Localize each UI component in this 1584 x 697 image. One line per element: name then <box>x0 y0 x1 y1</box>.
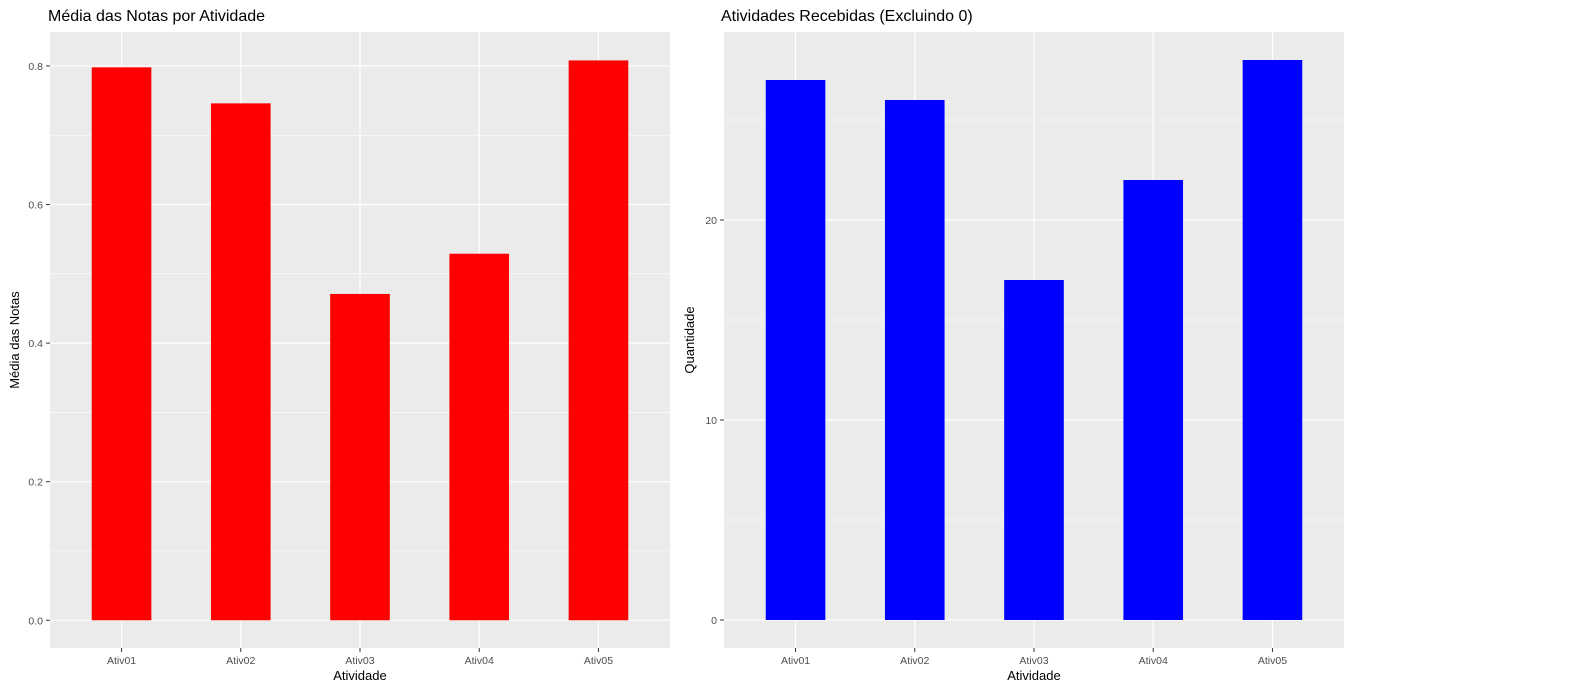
bars <box>91 60 629 621</box>
chart-title: Média das Notas por Atividade <box>48 8 265 25</box>
y-tick-label: 0.8 <box>28 61 43 73</box>
y-tick-label: 0.6 <box>28 200 43 212</box>
bar-ativ02 <box>210 103 271 621</box>
bar-ativ01 <box>765 80 826 620</box>
x-axis: Ativ01 Ativ02 Ativ03 Ativ04 Ativ05 <box>781 648 1287 667</box>
bar-ativ04 <box>449 253 510 621</box>
x-tick-label: Ativ02 <box>226 655 255 667</box>
bar-ativ03 <box>330 293 390 621</box>
y-tick-label: 10 <box>705 415 717 427</box>
x-axis-title: Atividade <box>333 668 386 683</box>
y-tick-label: 0 <box>711 615 717 627</box>
bar-ativ05 <box>568 60 629 621</box>
x-tick-label: Ativ04 <box>1139 655 1168 667</box>
y-axis-title: Quantidade <box>682 306 697 373</box>
x-tick-label: Ativ05 <box>584 655 613 667</box>
x-tick-label: Ativ03 <box>1019 655 1048 667</box>
x-tick-label: Ativ01 <box>781 655 810 667</box>
y-axis-title: Média das Notas <box>7 291 22 389</box>
chart-title: Atividades Recebidas (Excluindo 0) <box>721 8 973 25</box>
bar-ativ02 <box>884 100 945 620</box>
y-tick-label: 0.2 <box>28 477 43 489</box>
bar-ativ05 <box>1242 60 1303 620</box>
x-tick-label: Ativ03 <box>345 655 374 667</box>
y-tick-label: 0.4 <box>28 338 43 350</box>
chart-atividades-recebidas: Atividades Recebidas (Excluindo 0) 0 10 20… <box>682 8 1344 683</box>
x-axis-title: Atividade <box>1007 668 1060 683</box>
y-axis: 0.0 0.2 0.4 0.6 0.8 <box>28 61 50 627</box>
bar-ativ04 <box>1123 180 1184 620</box>
y-axis: 0 10 20 <box>705 215 724 627</box>
bar-ativ03 <box>1004 280 1064 620</box>
bar-ativ01 <box>91 67 152 621</box>
x-axis: Ativ01 Ativ02 Ativ03 Ativ04 Ativ05 <box>107 648 613 667</box>
chart-media-notas: Média das Notas por Atividade 0.00.20.40… <box>7 8 670 683</box>
x-tick-label: Ativ04 <box>465 655 494 667</box>
x-tick-label: Ativ02 <box>900 655 929 667</box>
x-tick-label: Ativ01 <box>107 655 136 667</box>
x-tick-label: Ativ05 <box>1258 655 1287 667</box>
y-tick-label: 20 <box>705 215 717 227</box>
y-tick-label: 0.0 <box>28 615 43 627</box>
bars <box>765 60 1303 620</box>
